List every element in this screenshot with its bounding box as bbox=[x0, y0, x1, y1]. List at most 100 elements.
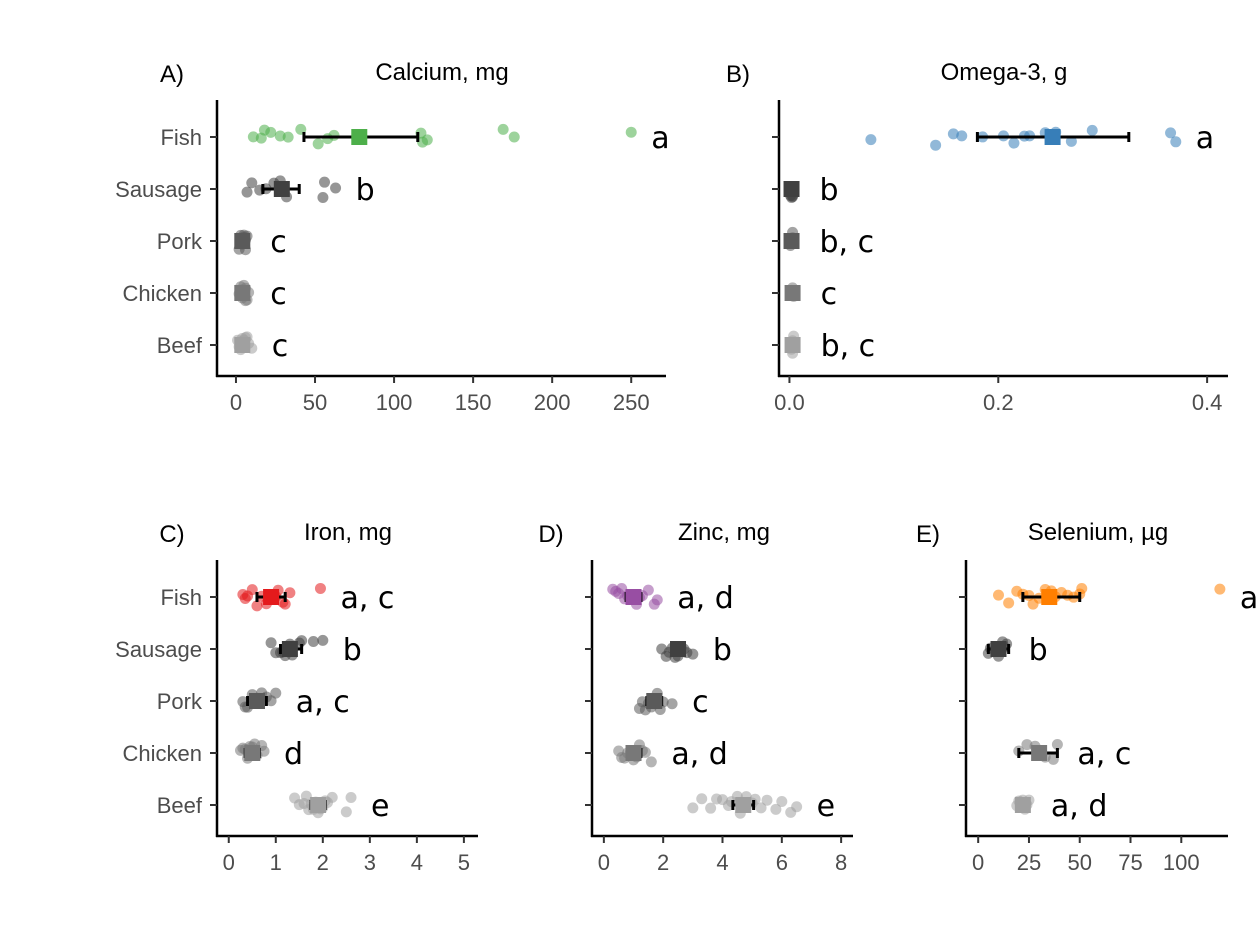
data-point bbox=[279, 598, 291, 610]
y-category-label: Pork bbox=[157, 229, 203, 254]
data-point bbox=[1086, 124, 1098, 136]
y-category-label: Sausage bbox=[115, 177, 202, 202]
data-point bbox=[328, 129, 340, 141]
data-point bbox=[791, 801, 803, 813]
data-point bbox=[326, 791, 338, 803]
y-category-label: Pork bbox=[157, 689, 203, 714]
y-category-label: Fish bbox=[160, 585, 202, 610]
x-tick-label: 100 bbox=[1163, 850, 1200, 875]
x-tick-label: 6 bbox=[776, 850, 788, 875]
data-point bbox=[770, 803, 782, 815]
mean-marker bbox=[281, 641, 298, 657]
mean-marker bbox=[263, 589, 280, 605]
y-category-label: Chicken bbox=[123, 741, 202, 766]
y-category-label: Fish bbox=[160, 125, 202, 150]
panel-tag: A) bbox=[160, 61, 184, 88]
data-point bbox=[319, 176, 331, 188]
panel-c: C) Iron, mg 0 1 2 3 4 5 Fish Sausage Pork Chicken Be… bbox=[115, 519, 478, 875]
x-tick-label: 8 bbox=[835, 850, 847, 875]
significance-label: c bbox=[692, 685, 709, 720]
panel-tag: E) bbox=[916, 521, 940, 548]
mean-marker bbox=[625, 589, 642, 605]
x-tick-label: 2 bbox=[317, 850, 329, 875]
data-point bbox=[1008, 137, 1020, 149]
data-point bbox=[497, 123, 509, 135]
data-point bbox=[258, 745, 270, 757]
data-point bbox=[616, 583, 628, 595]
data-point bbox=[625, 126, 637, 138]
mean-marker bbox=[1031, 745, 1048, 761]
data-point bbox=[312, 138, 324, 150]
x-tick-label: 0 bbox=[223, 850, 235, 875]
data-point bbox=[947, 128, 959, 140]
data-point bbox=[265, 637, 277, 649]
data-point bbox=[314, 582, 326, 594]
data-point bbox=[776, 795, 788, 807]
data-point bbox=[1214, 583, 1226, 595]
data-point bbox=[1003, 597, 1015, 609]
x-tick-label: 3 bbox=[364, 850, 376, 875]
mean-marker bbox=[244, 745, 261, 761]
significance-label: b, c bbox=[821, 329, 876, 364]
significance-label: d bbox=[284, 737, 303, 772]
data-point bbox=[421, 134, 433, 146]
mean-marker bbox=[248, 693, 265, 709]
significance-label: b bbox=[1029, 633, 1048, 668]
panel-tag: D) bbox=[538, 521, 563, 548]
significance-label: b bbox=[820, 173, 839, 208]
significance-label: a bbox=[651, 121, 669, 156]
data-point bbox=[282, 131, 294, 143]
mean-marker bbox=[783, 233, 800, 249]
data-point bbox=[687, 648, 699, 660]
mean-marker bbox=[351, 129, 368, 145]
significance-label: b bbox=[356, 173, 375, 208]
y-category-label: Sausage bbox=[115, 637, 202, 662]
mean-marker bbox=[735, 797, 752, 813]
x-tick-label: 50 bbox=[303, 390, 327, 415]
data-point bbox=[666, 698, 678, 710]
data-point bbox=[345, 791, 357, 803]
x-tick-label: 0.0 bbox=[774, 390, 805, 415]
significance-label: c bbox=[272, 329, 289, 364]
y-category-label: Beef bbox=[157, 333, 203, 358]
significance-label: a, c bbox=[1077, 737, 1131, 772]
mean-marker bbox=[784, 337, 801, 353]
mean-marker bbox=[273, 181, 290, 197]
mean-marker bbox=[1014, 797, 1031, 813]
data-point bbox=[645, 756, 657, 768]
x-tick-label: 0.4 bbox=[1192, 390, 1223, 415]
mean-marker bbox=[625, 745, 642, 761]
mean-marker bbox=[1044, 129, 1061, 145]
x-tick-label: 0 bbox=[230, 390, 242, 415]
significance-label: a bbox=[1196, 121, 1214, 156]
mean-marker bbox=[1041, 589, 1058, 605]
data-point bbox=[1170, 136, 1182, 148]
data-point bbox=[300, 790, 312, 802]
data-point bbox=[246, 584, 258, 596]
panel-title: Iron, mg bbox=[304, 519, 392, 546]
mean-marker bbox=[310, 797, 327, 813]
mean-marker bbox=[670, 641, 687, 657]
x-tick-label: 0 bbox=[972, 850, 984, 875]
data-point bbox=[307, 635, 319, 647]
y-category-label: Beef bbox=[157, 793, 203, 818]
mean-marker bbox=[646, 693, 663, 709]
significance-label: b, c bbox=[820, 225, 875, 260]
data-point bbox=[296, 635, 308, 647]
x-tick-label: 2 bbox=[657, 850, 669, 875]
data-point bbox=[1051, 739, 1063, 751]
significance-label: e bbox=[371, 789, 389, 824]
data-point bbox=[639, 746, 651, 758]
x-tick-label: 0.2 bbox=[983, 390, 1014, 415]
x-tick-label: 4 bbox=[411, 850, 423, 875]
mean-marker bbox=[234, 285, 251, 301]
panel-d: D) Zinc, mg 0 2 4 6 8 a, d bc a, d e bbox=[538, 519, 853, 875]
y-category-label: Chicken bbox=[123, 281, 202, 306]
x-tick-label: 0 bbox=[598, 850, 610, 875]
data-point bbox=[284, 587, 296, 599]
x-tick-label: 25 bbox=[1017, 850, 1041, 875]
x-tick-label: 4 bbox=[716, 850, 728, 875]
significance-label: a, c, d bbox=[1240, 581, 1259, 616]
mean-marker bbox=[990, 641, 1007, 657]
significance-label: a, d bbox=[671, 737, 728, 772]
